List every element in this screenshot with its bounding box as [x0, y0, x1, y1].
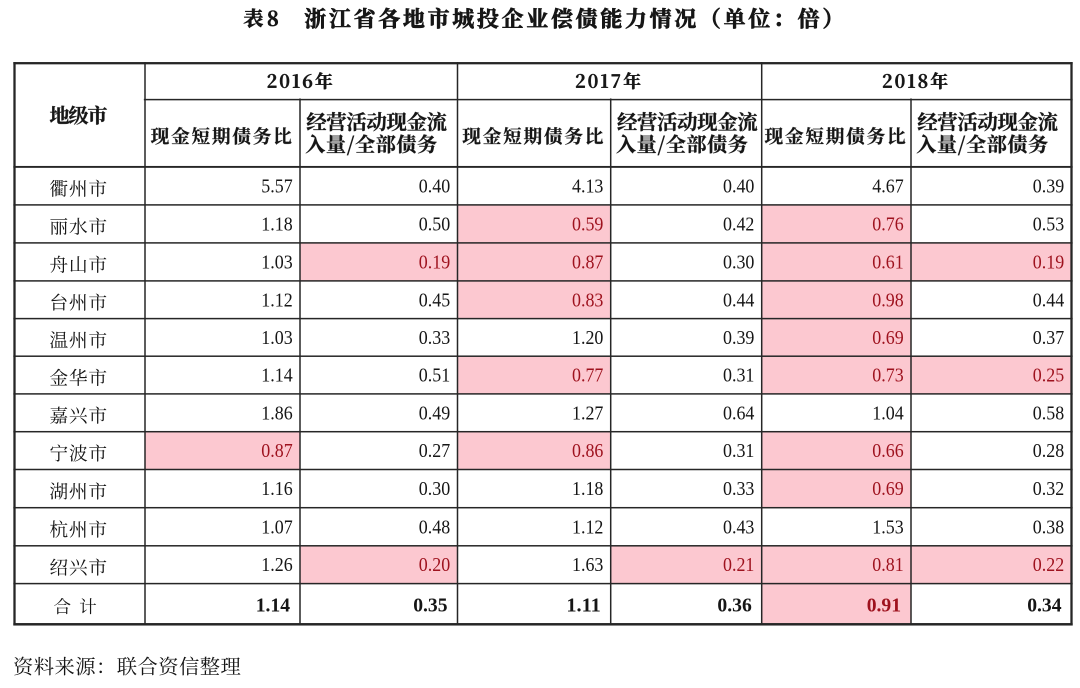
- svg-text:0.30: 0.30: [419, 478, 450, 500]
- svg-text:0.31: 0.31: [723, 440, 754, 462]
- svg-text:1.12: 1.12: [572, 516, 603, 538]
- svg-text:0.50: 0.50: [419, 213, 450, 235]
- svg-text:0.33: 0.33: [419, 327, 450, 349]
- svg-text:0.53: 0.53: [1033, 213, 1064, 235]
- svg-text:0.27: 0.27: [419, 440, 450, 462]
- svg-text:0.32: 0.32: [1033, 478, 1064, 500]
- svg-text:0.33: 0.33: [723, 478, 754, 500]
- svg-text:0.36: 0.36: [717, 594, 751, 616]
- svg-text:1.07: 1.07: [261, 516, 292, 538]
- svg-text:0.25: 0.25: [1033, 365, 1064, 387]
- svg-text:0.34: 0.34: [1027, 594, 1061, 616]
- svg-text:0.45: 0.45: [419, 289, 450, 311]
- svg-text:1.03: 1.03: [261, 327, 292, 349]
- svg-text:0.39: 0.39: [1033, 175, 1064, 197]
- svg-text:5.57: 5.57: [261, 175, 292, 197]
- svg-text:1.16: 1.16: [261, 478, 292, 500]
- svg-text:1.20: 1.20: [572, 327, 603, 349]
- svg-text:0.91: 0.91: [867, 594, 901, 616]
- svg-text:0.77: 0.77: [572, 365, 603, 387]
- svg-text:1.18: 1.18: [572, 478, 603, 500]
- svg-text:1.12: 1.12: [261, 289, 292, 311]
- svg-text:0.61: 0.61: [872, 251, 903, 273]
- svg-text:0.49: 0.49: [419, 402, 450, 424]
- svg-text:0.40: 0.40: [419, 175, 450, 197]
- svg-text:0.30: 0.30: [723, 251, 754, 273]
- svg-text:1.14: 1.14: [261, 365, 292, 387]
- svg-text:0.76: 0.76: [872, 213, 903, 235]
- svg-text:1.86: 1.86: [261, 402, 292, 424]
- svg-text:0.98: 0.98: [872, 289, 903, 311]
- svg-text:1.03: 1.03: [261, 251, 292, 273]
- svg-text:0.59: 0.59: [572, 213, 603, 235]
- svg-text:0.69: 0.69: [872, 478, 903, 500]
- svg-text:0.48: 0.48: [419, 516, 450, 538]
- svg-text:1.11: 1.11: [566, 594, 600, 616]
- svg-text:0.42: 0.42: [723, 213, 754, 235]
- svg-text:0.28: 0.28: [1033, 440, 1064, 462]
- svg-text:0.37: 0.37: [1033, 327, 1064, 349]
- svg-text:0.81: 0.81: [872, 554, 903, 576]
- svg-text:0.44: 0.44: [723, 289, 754, 311]
- svg-text:4.13: 4.13: [572, 175, 603, 197]
- svg-text:0.31: 0.31: [723, 365, 754, 387]
- svg-text:4.67: 4.67: [872, 175, 903, 197]
- svg-text:0.19: 0.19: [419, 251, 450, 273]
- svg-text:0.38: 0.38: [1033, 516, 1064, 538]
- svg-text:0.87: 0.87: [261, 440, 292, 462]
- svg-text:1.18: 1.18: [261, 213, 292, 235]
- svg-text:0.40: 0.40: [723, 175, 754, 197]
- svg-text:0.39: 0.39: [723, 327, 754, 349]
- svg-text:0.69: 0.69: [872, 327, 903, 349]
- svg-text:1.26: 1.26: [261, 554, 292, 576]
- svg-text:0.73: 0.73: [872, 365, 903, 387]
- svg-text:0.43: 0.43: [723, 516, 754, 538]
- svg-text:1.14: 1.14: [256, 594, 290, 616]
- svg-text:0.66: 0.66: [872, 440, 903, 462]
- svg-text:0.44: 0.44: [1033, 289, 1064, 311]
- svg-text:1.53: 1.53: [872, 516, 903, 538]
- svg-text:0.35: 0.35: [413, 594, 447, 616]
- svg-text:0.21: 0.21: [723, 554, 754, 576]
- svg-text:0.19: 0.19: [1033, 251, 1064, 273]
- svg-text:0.51: 0.51: [419, 365, 450, 387]
- svg-text:0.64: 0.64: [723, 402, 754, 424]
- svg-text:1.27: 1.27: [572, 402, 603, 424]
- svg-text:0.86: 0.86: [572, 440, 603, 462]
- svg-text:1.63: 1.63: [572, 554, 603, 576]
- svg-text:0.87: 0.87: [572, 251, 603, 273]
- svg-text:0.83: 0.83: [572, 289, 603, 311]
- svg-text:0.58: 0.58: [1033, 402, 1064, 424]
- svg-text:0.20: 0.20: [419, 554, 450, 576]
- svg-text:0.22: 0.22: [1033, 554, 1064, 576]
- svg-text:1.04: 1.04: [872, 402, 903, 424]
